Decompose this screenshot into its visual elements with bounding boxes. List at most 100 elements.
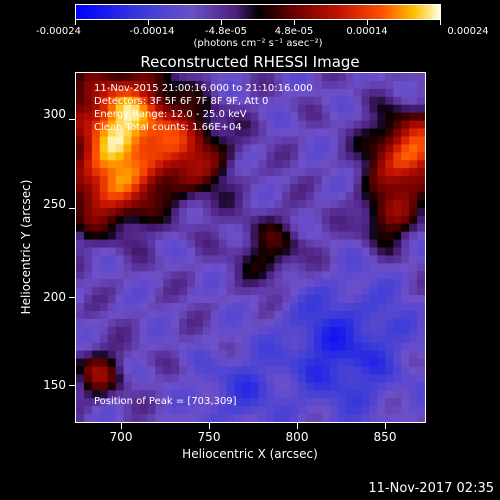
heatmap-cell — [187, 215, 196, 225]
heatmap-cell — [226, 271, 236, 280]
y-tick-label: 150 — [43, 378, 66, 392]
heatmap-cell — [369, 334, 379, 344]
heatmap-cell — [76, 88, 85, 98]
heatmap-cell — [155, 374, 164, 383]
heatmap-cell — [258, 152, 267, 161]
heatmap-cell — [99, 287, 109, 296]
heatmap-cell — [155, 199, 164, 209]
heatmap-cell — [361, 342, 371, 352]
heatmap-cell — [306, 104, 315, 114]
heatmap-cell — [353, 374, 363, 383]
heatmap-cell — [361, 207, 371, 217]
heatmap-cell — [171, 382, 180, 391]
heatmap-cell — [107, 144, 117, 153]
heatmap-cell — [313, 303, 323, 312]
heatmap-cell — [385, 247, 394, 257]
heatmap-cell — [377, 263, 386, 272]
heatmap-cell — [369, 144, 379, 153]
heatmap-cell — [393, 215, 402, 225]
heatmap-cell — [76, 73, 85, 82]
heatmap-cell — [306, 279, 315, 288]
heatmap-cell — [187, 73, 196, 82]
heatmap-cell — [369, 247, 379, 257]
heatmap-cell — [298, 279, 307, 288]
heatmap-cell — [155, 168, 164, 177]
heatmap-cell — [99, 207, 109, 217]
heatmap-cell — [115, 160, 125, 169]
heatmap-cell — [76, 247, 85, 257]
heatmap-cell — [337, 144, 347, 153]
heatmap-cell — [91, 414, 101, 422]
heatmap-cell — [83, 191, 93, 201]
heatmap-cell — [139, 112, 148, 122]
heatmap-cell — [353, 295, 363, 304]
heatmap-cell — [218, 263, 228, 272]
heatmap-cell — [171, 239, 180, 249]
heatmap-cell — [83, 287, 93, 296]
heatmap-cell — [115, 88, 125, 98]
heatmap-cell — [313, 342, 323, 352]
heatmap-cell — [187, 136, 196, 145]
heatmap-cell — [258, 279, 267, 288]
heatmap-cell — [131, 215, 141, 225]
heatmap-cell — [123, 104, 133, 114]
heatmap-cell — [393, 374, 402, 383]
heatmap-cell — [377, 88, 386, 98]
heatmap-cell — [163, 255, 172, 264]
heatmap-cell — [123, 303, 133, 312]
heatmap-cell — [266, 191, 275, 201]
heatmap-cell — [401, 350, 410, 360]
heatmap-cell — [282, 382, 291, 391]
heatmap-cell — [306, 303, 315, 312]
heatmap-cell — [123, 326, 133, 336]
heatmap-cell — [353, 215, 363, 225]
heatmap-cell — [258, 255, 267, 264]
heatmap-cell — [385, 374, 394, 383]
heatmap-cell — [139, 295, 148, 304]
heatmap-cell — [171, 191, 180, 201]
heatmap-cell — [409, 120, 418, 130]
heatmap-cell — [163, 318, 172, 328]
heatmap-cell — [91, 168, 101, 177]
heatmap-cell — [242, 104, 252, 114]
heatmap-cell — [393, 73, 402, 82]
heatmap-cell — [298, 184, 307, 193]
heatmap-cell — [234, 374, 244, 383]
heatmap-cell — [234, 104, 244, 114]
heatmap-cell — [202, 112, 212, 122]
heatmap-cell — [242, 303, 252, 312]
heatmap-cell — [345, 247, 355, 257]
heatmap-cell — [258, 287, 267, 296]
heatmap-cell — [377, 184, 386, 193]
heatmap-cell — [115, 310, 125, 320]
heatmap-cell — [409, 287, 418, 296]
heatmap-cell — [202, 231, 212, 241]
heatmap-cell — [250, 326, 260, 336]
heatmap-cell — [218, 390, 228, 399]
heatmap-cell — [107, 128, 117, 138]
heatmap-cell — [234, 199, 244, 209]
heatmap-cell — [361, 382, 371, 391]
heatmap-cell — [123, 144, 133, 153]
heatmap-cell — [361, 112, 371, 122]
heatmap-cell — [155, 144, 164, 153]
heatmap-cell — [250, 382, 260, 391]
heatmap-cell — [76, 96, 85, 106]
heatmap-cell — [99, 303, 109, 312]
heatmap-cell — [298, 271, 307, 280]
heatmap-cell — [345, 350, 355, 360]
heatmap-cell — [329, 215, 339, 225]
heatmap-cell — [401, 295, 410, 304]
heatmap-cell — [258, 80, 267, 90]
heatmap-cell — [306, 374, 315, 383]
heatmap-cell — [321, 168, 331, 177]
heatmap-cell — [250, 104, 260, 114]
heatmap-cell — [258, 184, 267, 193]
heatmap-cell — [401, 73, 410, 82]
heatmap-cell — [179, 104, 188, 114]
heatmap-cell — [417, 382, 425, 391]
heatmap-cell — [345, 295, 355, 304]
heatmap-cell — [385, 326, 394, 336]
heatmap-cell — [298, 215, 307, 225]
heatmap-cell — [155, 239, 164, 249]
